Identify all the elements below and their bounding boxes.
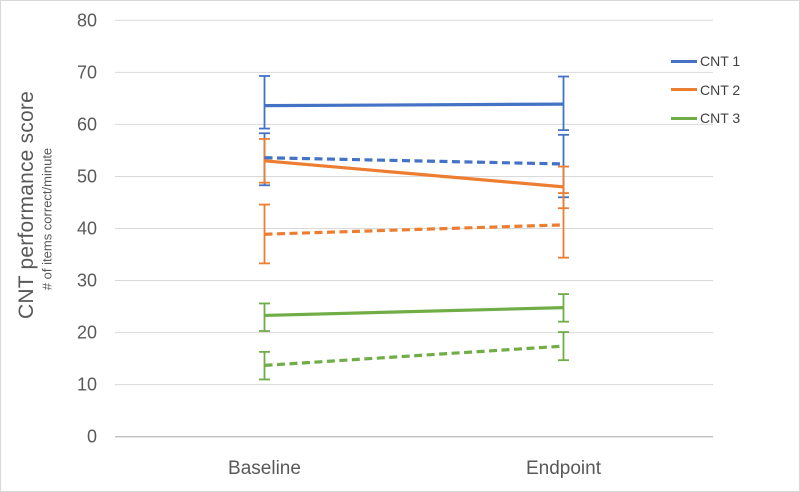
y-tick-label: 50 [77,166,97,186]
legend-label: CNT 1 [700,53,741,70]
legend-label: CNT 2 [700,81,741,98]
y-tick-label: 70 [77,62,97,82]
legend-line-swatch [671,116,697,120]
y-tick-label: 40 [77,219,97,239]
series-line-cnt-2 [264,159,564,189]
legend-line-swatch [671,59,697,63]
y-tick-label: 30 [77,271,97,291]
legend-label: CNT 3 [700,110,741,127]
legend-item-cnt-2: CNT 2 [671,76,740,105]
series-line-cnt-1 [264,102,564,108]
series-line-cnt-3 [264,306,564,318]
series-line-cnt-1-dashed [264,156,564,166]
x-category-label: Endpoint [526,458,602,479]
y-tick-label: 10 [77,375,97,395]
y-tick-label: 60 [77,114,97,134]
x-category-label: Baseline [228,458,301,479]
y-tick-label: 20 [77,323,97,343]
y-tick-label: 80 [77,10,97,30]
legend-item-cnt-3: CNT 3 [671,104,740,133]
series-line-cnt-2-dashed [264,223,564,236]
legend-line-swatch [671,88,697,92]
legend: CNT 1 CNT 2 CNT 3 [671,47,740,133]
y-tick-label: 0 [87,427,97,447]
legend-item-cnt-1: CNT 1 [671,47,740,76]
series-line-cnt-3-dashed [264,344,564,367]
